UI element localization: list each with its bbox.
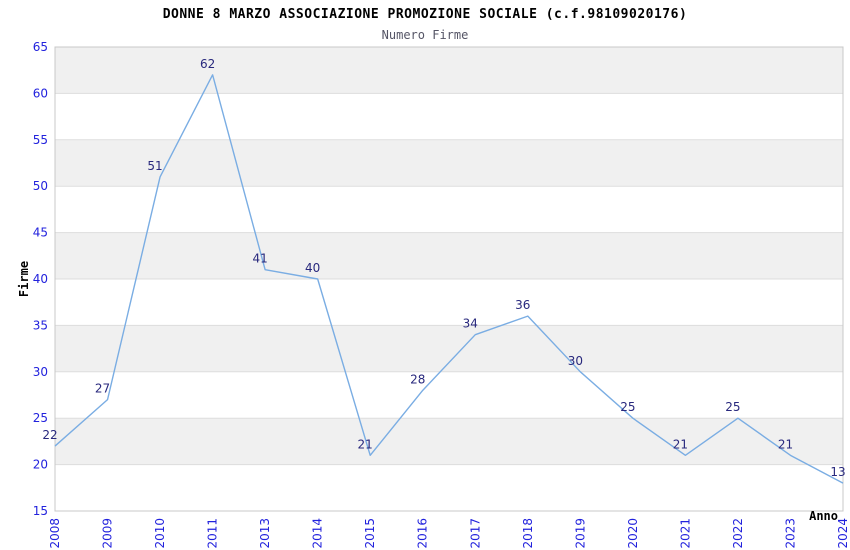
y-tick-label: 50	[33, 179, 48, 193]
y-grid-band	[55, 418, 843, 465]
data-point-label: 21	[358, 437, 373, 451]
x-tick-label: 2011	[206, 518, 220, 549]
data-point-label: 25	[725, 400, 740, 414]
y-grid-band	[55, 325, 843, 372]
x-axis-name: Anno	[809, 509, 838, 523]
y-tick-label: 55	[33, 133, 48, 147]
data-point-label: 13	[830, 465, 845, 479]
x-tick-label: 2022	[731, 518, 745, 549]
y-tick-label: 60	[33, 86, 48, 100]
data-point-label: 27	[95, 382, 110, 396]
x-tick-label: 2024	[836, 518, 850, 549]
x-tick-label: 2020	[626, 518, 640, 549]
y-tick-label: 20	[33, 458, 48, 472]
x-tick-label: 2016	[416, 518, 430, 549]
y-tick-label: 45	[33, 226, 48, 240]
y-tick-label: 30	[33, 365, 48, 379]
data-point-label: 36	[515, 298, 530, 312]
x-tick-label: 2023	[783, 518, 797, 549]
data-point-label: 21	[673, 437, 688, 451]
x-tick-label: 2009	[101, 518, 115, 549]
data-point-label: 34	[463, 317, 478, 331]
y-tick-label: 25	[33, 411, 48, 425]
plot-border	[54, 46, 844, 512]
x-tick-label: 2017	[468, 518, 482, 549]
data-point-label: 30	[568, 354, 583, 368]
data-point-label: 41	[252, 252, 267, 266]
data-point-label: 51	[147, 159, 162, 173]
data-point-label: 25	[620, 400, 635, 414]
data-point-label: 28	[410, 372, 425, 386]
y-tick-label: 65	[33, 40, 48, 54]
x-tick-label: 2014	[311, 518, 325, 549]
chart-subtitle: Numero Firme	[381, 28, 469, 42]
y-tick-label: 40	[33, 272, 48, 286]
x-tick-label: 2019	[573, 518, 587, 549]
x-tick-label: 2013	[258, 518, 272, 549]
x-tick-label: 2008	[48, 518, 62, 549]
x-tick-label: 2021	[678, 518, 692, 549]
y-grid-band	[55, 232, 843, 279]
data-point-label: 21	[778, 437, 793, 451]
chart-title: DONNE 8 MARZO ASSOCIAZIONE PROMOZIONE SO…	[162, 7, 688, 22]
data-point-label: 22	[42, 428, 57, 442]
data-point-label: 62	[200, 57, 215, 71]
x-tick-label: 2015	[363, 518, 377, 549]
y-grid-band	[55, 139, 843, 187]
firme-line	[54, 74, 844, 484]
data-point-label: 40	[305, 261, 320, 275]
y-tick-label: 15	[33, 504, 48, 518]
y-tick-label: 35	[33, 318, 48, 332]
y-axis-name: Firme	[17, 261, 31, 297]
x-tick-label: 2010	[153, 518, 167, 549]
y-grid-band	[55, 47, 843, 94]
x-tick-label: 2018	[521, 518, 535, 549]
